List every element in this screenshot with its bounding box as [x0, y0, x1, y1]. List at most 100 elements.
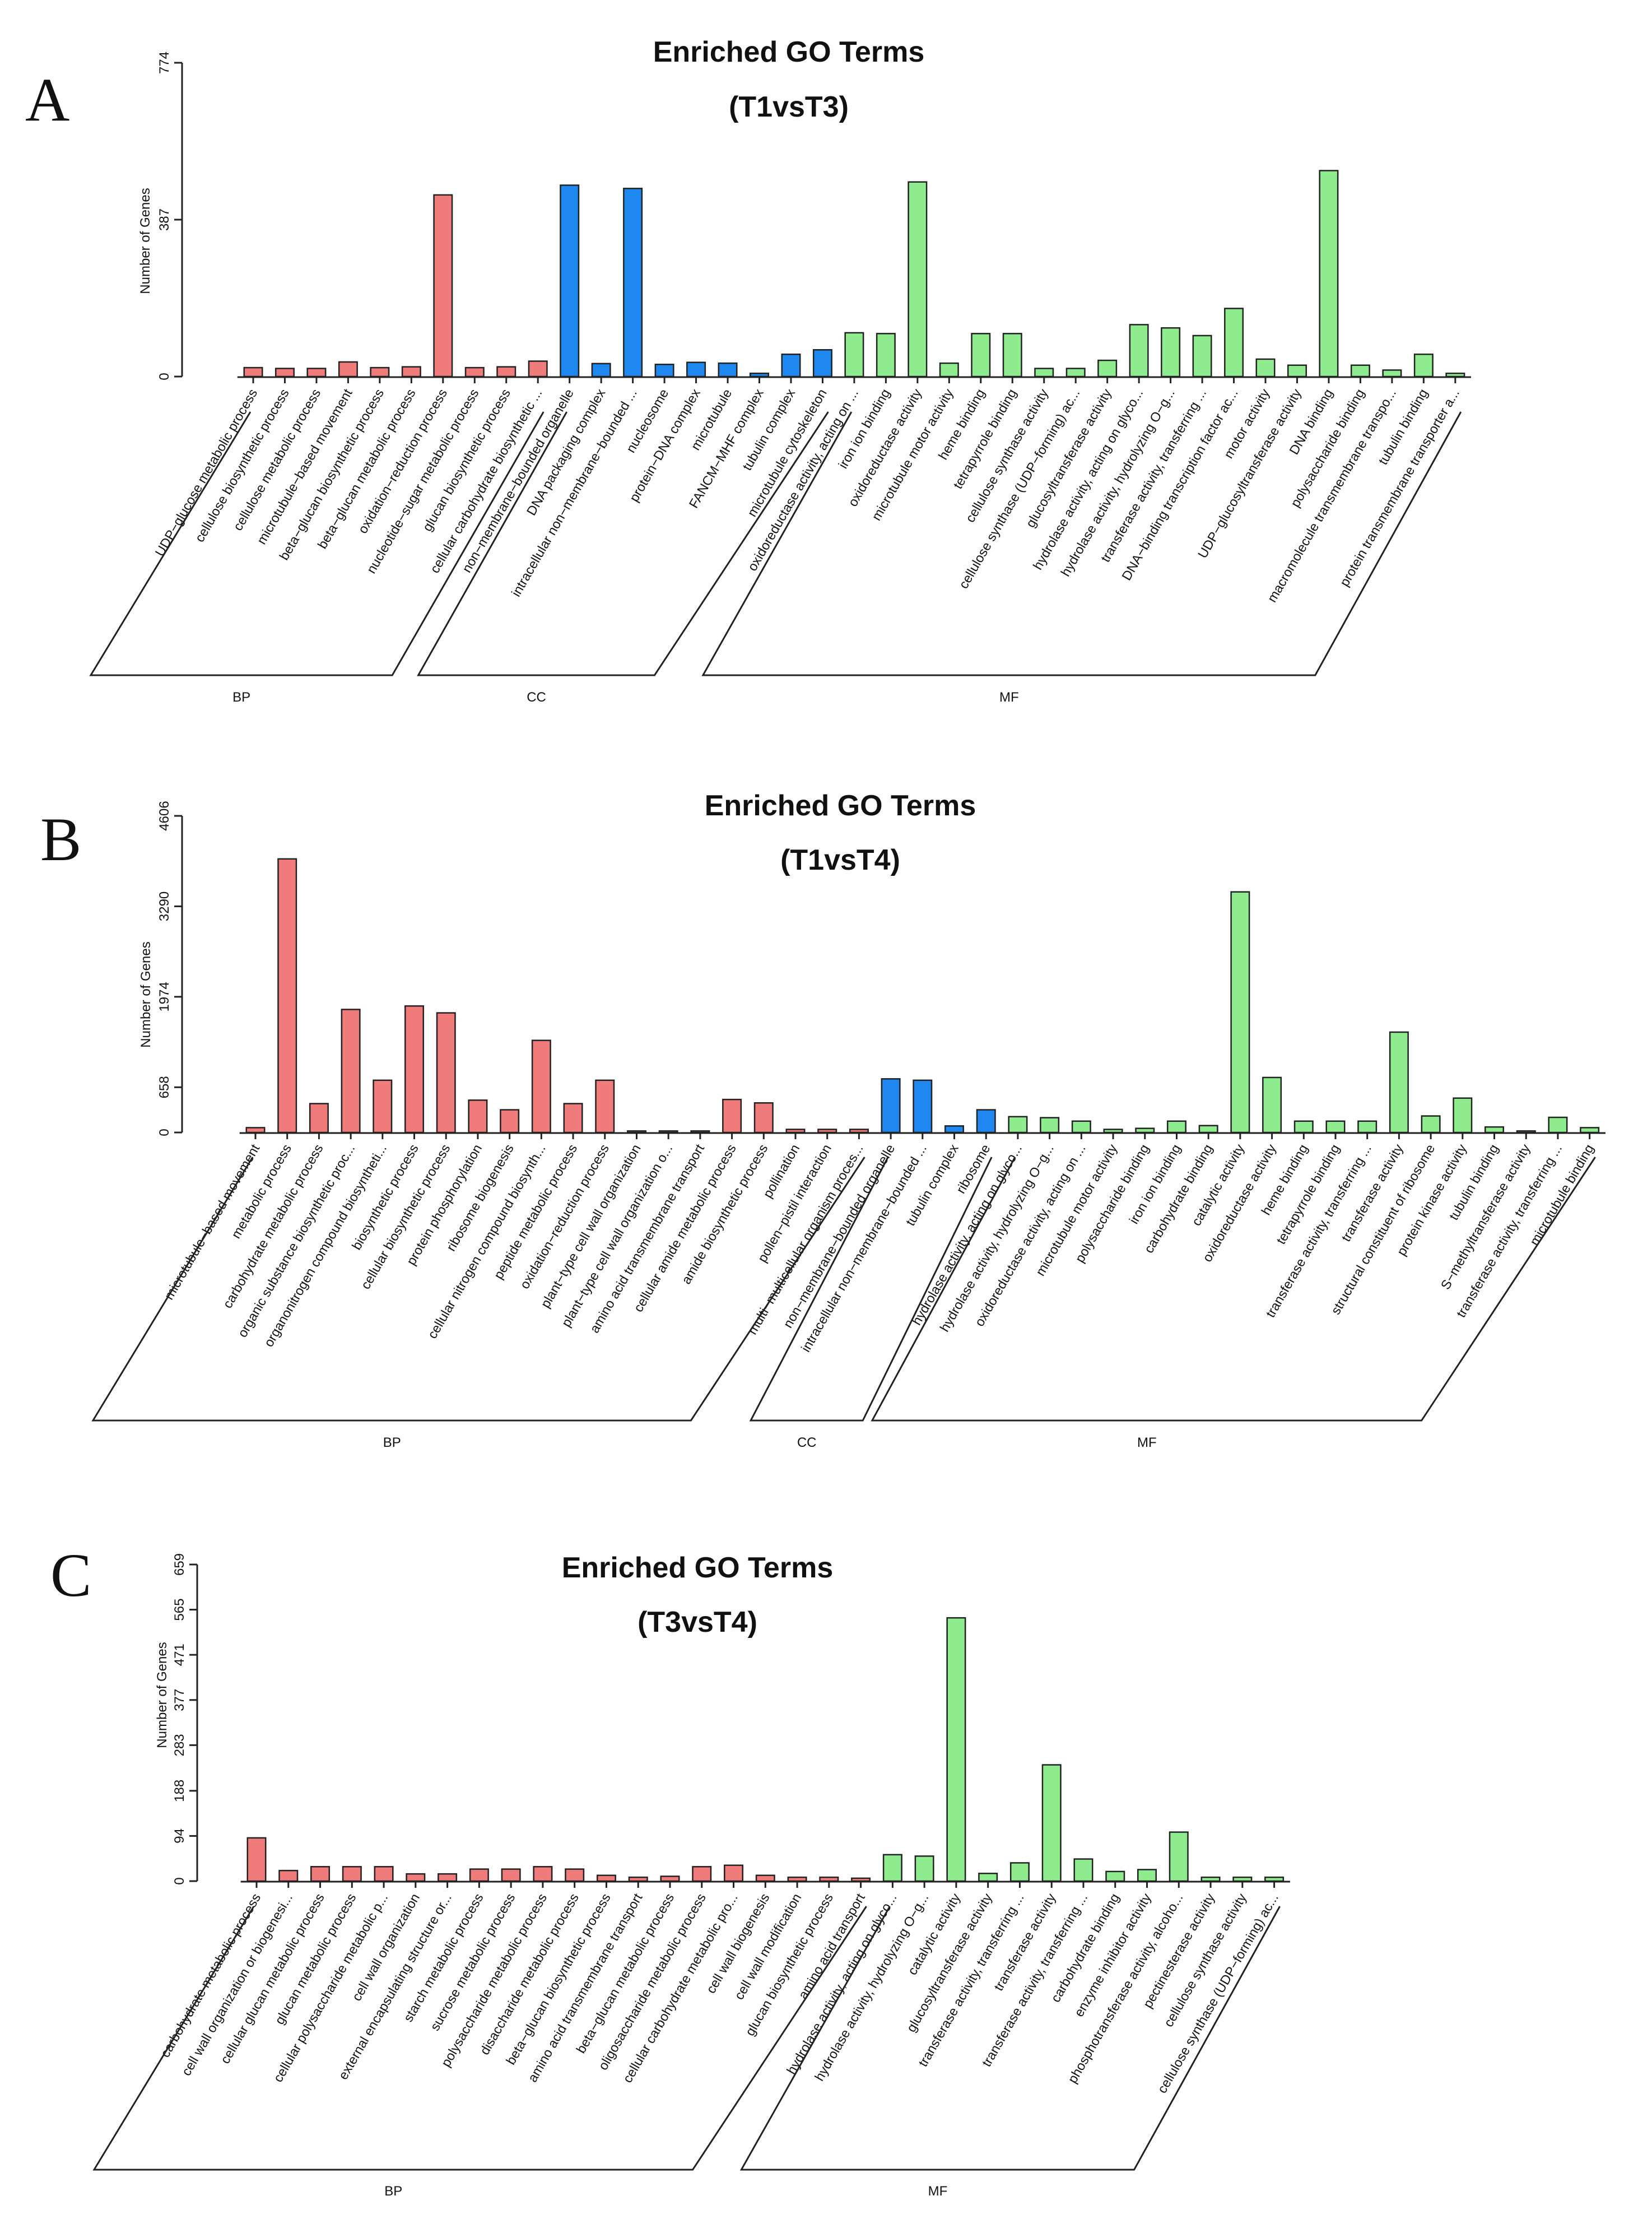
bar-bp-cellular-biosynthetic-process — [436, 1012, 456, 1134]
category-label: protein transmembrane transporter a... — [1337, 387, 1462, 589]
bar-mf-catalytic-activity — [1230, 891, 1250, 1134]
bar-cc-intracellular-non-membrane-bounded — [913, 1079, 933, 1134]
bar-mf-tetrapyrrole-binding — [1002, 333, 1022, 378]
bar-bp-plant-type-cell-wall-organization — [626, 1130, 646, 1134]
bar-mf-macromolecule-transmembrane-transpo — [1382, 369, 1402, 378]
y-tick-label-c: 377 — [172, 1689, 187, 1711]
bar-bp-biosynthetic-process — [404, 1005, 425, 1134]
bar-mf-protein-transmembrane-transporter-a — [1445, 372, 1465, 378]
bar-bp-cellular-polysaccharide-metabolic-p — [374, 1866, 394, 1882]
group-bracket-mf — [739, 1906, 1281, 2171]
bar-mf-polysaccharide-binding — [1135, 1127, 1155, 1134]
bar-bp-glucan-metabolic-process — [342, 1866, 362, 1882]
y-tick-label-c: 283 — [172, 1734, 187, 1756]
bar-mf-carbohydrate-binding — [1198, 1125, 1218, 1134]
bar-mf-pectinesterase-activity — [1200, 1876, 1221, 1882]
group-bracket-bp — [89, 411, 545, 676]
bar-mf-transferase-activity-transferring — [1548, 1116, 1568, 1134]
bar-bp-cell-wall-organization-or-biogenesi — [278, 1869, 299, 1882]
group-label-mf: MF — [999, 690, 1019, 705]
bar-bp-cell-wall-organization — [406, 1873, 426, 1882]
bar-bp-metabolic-process — [277, 858, 297, 1134]
bar-mf-transferase-activity-transferring — [1357, 1120, 1378, 1134]
bar-cc-tubulin-complex — [781, 353, 801, 378]
bar-mf-protein-kinase-activity — [1453, 1097, 1473, 1134]
bar-mf-glucosyltransferase-activity — [1097, 359, 1118, 378]
bar-mf-motor-activity — [1255, 358, 1276, 378]
bar-mf-udp-glucosyltransferase-activity — [1287, 364, 1307, 378]
bar-mf-oxidoreductase-activity — [908, 181, 928, 378]
bar-cc-fancm-mhf-complex — [750, 372, 770, 378]
group-bracket-cc — [417, 411, 829, 676]
bar-mf-iron-ion-binding — [1166, 1120, 1186, 1134]
bar-bp-cellular-carbohydrate-metabolic-pro — [724, 1864, 744, 1882]
bar-mf-transferase-activity — [1041, 1764, 1062, 1882]
bar-bp-cellular-nitrogen-compound-biosynth — [531, 1039, 551, 1134]
bar-bp-oxidation-reduction-process — [595, 1079, 615, 1134]
bar-cc-microtubule — [718, 362, 738, 378]
bar-bp-amide-biosynthetic-process — [753, 1102, 774, 1134]
group-bracket-mf — [871, 1157, 1596, 1422]
bar-mf-enzyme-inhibitor-activity — [1137, 1869, 1157, 1882]
bar-bp-nucleotide-sugar-metabolic-process — [464, 366, 485, 378]
bar-bp-amino-acid-transport — [851, 1877, 871, 1882]
group-label-bp: BP — [384, 2184, 402, 2199]
bar-cc-intracellular-non-membrane-bounded — [623, 188, 643, 378]
y-axis-label-b: Number of Genes — [138, 941, 153, 1047]
chart-subtitle-b: (T1vsT4) — [780, 844, 900, 876]
bar-mf-oxidoreductase-activity — [1262, 1076, 1282, 1134]
bar-cc-dna-packaging-complex — [591, 363, 611, 378]
y-tick-label-b: 658 — [157, 1076, 172, 1098]
bar-mf-tubulin-binding — [1413, 353, 1434, 378]
bar-mf-s-methyltransferase-activity — [1516, 1130, 1536, 1134]
bar-bp-oligosaccharide-metabolic-process — [692, 1866, 712, 1882]
bar-bp-carbohydrate-metabolic-process — [246, 1837, 267, 1882]
group-bracket-mf — [701, 411, 1462, 676]
group-label-mf: MF — [928, 2184, 948, 2199]
bar-bp-plant-type-cell-wall-organization-o — [658, 1130, 678, 1134]
bar-mf-transferase-activity-transferring — [1192, 335, 1212, 378]
y-tick-label-a: 0 — [157, 373, 172, 380]
bar-mf-cellulose-synthase-udp-forming-ac — [1065, 368, 1086, 378]
bar-bp-cellular-amide-metabolic-process — [722, 1098, 742, 1134]
bar-mf-tetrapyrrole-binding — [1325, 1120, 1346, 1134]
bar-mf-microtubule-motor-activity — [939, 362, 959, 378]
bar-mf-heme-binding — [971, 333, 991, 378]
bar-mf-cellulose-synthase-activity — [1232, 1876, 1253, 1882]
bar-bp-cellular-carbohydrate-biosynthetic — [528, 360, 548, 378]
y-tick-label-b: 1974 — [157, 982, 172, 1011]
bar-bp-beta-glucan-metabolic-process — [401, 366, 421, 378]
bar-bp-ribosome-biogenesis — [500, 1109, 520, 1134]
y-tick-label-b: 3290 — [157, 892, 172, 921]
bar-mf-dna-binding — [1319, 170, 1339, 378]
bar-mf-hydrolase-activity-acting-on-glyco — [882, 1854, 902, 1882]
bar-cc-tubulin-complex — [944, 1125, 965, 1134]
y-tick-label-c: 188 — [172, 1780, 187, 1802]
bar-bp-cellulose-metabolic-process — [306, 368, 327, 378]
y-axis-label-a: Number of Genes — [138, 188, 153, 294]
y-tick-label-c: 565 — [172, 1599, 187, 1621]
bar-mf-microtubule-motor-activity — [1103, 1129, 1123, 1134]
bar-cc-non-membrane-bounded-organelle — [881, 1078, 901, 1134]
bar-mf-tubulin-binding — [1485, 1126, 1505, 1134]
category-label: cellulose synthase (UDP−forming) ac... — [956, 387, 1083, 591]
bar-mf-transferase-activity-transferring — [1073, 1858, 1093, 1882]
group-bracket-bp — [92, 1906, 867, 2171]
category-label: organonitrogen compound biosyntheti... — [261, 1142, 389, 1350]
panel-c: C Enriched GO Terms (T3vsT4) Number of G… — [50, 1541, 1290, 2199]
y-tick-label-c: 471 — [172, 1644, 187, 1666]
bar-bp-organonitrogen-compound-biosyntheti — [373, 1079, 393, 1134]
group-label-cc: CC — [527, 690, 546, 705]
group-label-bp: BP — [383, 1435, 401, 1450]
bar-bp-external-encapsulating-structure-or — [438, 1873, 458, 1882]
bar-mf-transferase-activity-transferring — [1009, 1862, 1030, 1882]
bar-cc-microtubule-cytoskeleton — [812, 349, 832, 378]
bar-bp-cell-wall-biogenesis — [755, 1874, 775, 1882]
bar-cc-nucleosome — [654, 364, 674, 378]
bar-bp-oxidation-reduction-process — [433, 194, 453, 378]
chart-subtitle-a: (T1vsT3) — [729, 91, 849, 123]
panel-b: B Enriched GO Terms (T1vsT4) Number of G… — [40, 790, 1606, 1450]
y-tick-label-a: 387 — [157, 208, 172, 231]
group-bracket-cc — [749, 1157, 993, 1422]
